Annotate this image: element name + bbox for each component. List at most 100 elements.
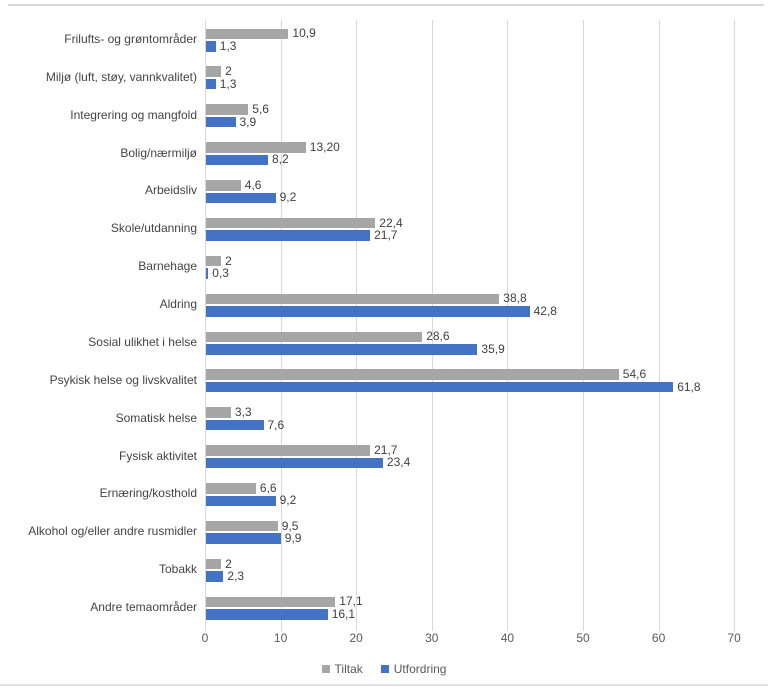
utfordring-value-label: 35,9 bbox=[481, 341, 505, 356]
utfordring-value-label: 9,2 bbox=[279, 190, 297, 205]
axis-tick bbox=[280, 626, 282, 631]
gridline bbox=[658, 20, 660, 626]
utfordring-value-label: 1,3 bbox=[219, 76, 237, 91]
utfordring-bar bbox=[206, 609, 328, 620]
tiltak-value-label: 10,9 bbox=[292, 26, 316, 41]
legend-label-utfordring: Utfordring bbox=[393, 662, 447, 676]
category-label: Arbeidsliv bbox=[144, 183, 197, 198]
tiltak-value-label: 21,7 bbox=[374, 442, 398, 457]
tiltak-bar bbox=[206, 596, 336, 608]
tiltak-value-label: 13,20 bbox=[309, 139, 340, 154]
axis-tick bbox=[583, 626, 584, 631]
legend-label-tiltak: Tiltak bbox=[334, 662, 363, 676]
utfordring-value-label: 9,9 bbox=[284, 531, 302, 546]
tiltak-bar bbox=[206, 66, 222, 77]
tiltak-bar bbox=[206, 217, 376, 229]
category-label: Aldring bbox=[159, 297, 197, 312]
tiltak-bar bbox=[206, 104, 249, 115]
category-label: Bolig/nærmiljø bbox=[120, 145, 197, 160]
tiltak-value-label: 28,6 bbox=[426, 329, 450, 344]
tiltak-bar bbox=[206, 558, 222, 570]
legend-item-tiltak: Tiltak bbox=[321, 662, 363, 676]
gridline bbox=[205, 20, 206, 626]
legend: Tiltak Utfordring bbox=[0, 662, 768, 676]
category-label: Psykisk helse og livskvalitet bbox=[49, 372, 197, 387]
axis-tick bbox=[507, 626, 509, 631]
tiltak-bar bbox=[206, 293, 500, 305]
category-label: Barnehage bbox=[138, 259, 197, 274]
tiltak-bar bbox=[206, 407, 231, 418]
axis-tick bbox=[658, 626, 660, 631]
axis-tick-label: 70 bbox=[727, 631, 741, 645]
axis-tick-label: 30 bbox=[425, 631, 439, 645]
tiltak-bar bbox=[206, 445, 371, 456]
utfordring-bar bbox=[206, 230, 371, 241]
utfordring-value-label: 0,3 bbox=[212, 266, 229, 280]
category-label: Tobakk bbox=[158, 562, 197, 577]
category-label: Ernæring/kosthold bbox=[99, 486, 197, 501]
utfordring-bar bbox=[206, 344, 478, 355]
tiltak-value-label: 17,1 bbox=[339, 594, 363, 609]
utfordring-bar bbox=[206, 116, 236, 128]
utfordring-value-label: 42,8 bbox=[533, 303, 557, 318]
tiltak-value-label: 54,6 bbox=[622, 367, 647, 382]
category-label: Andre temaområder bbox=[90, 600, 197, 615]
utfordring-bar bbox=[206, 268, 209, 279]
axis-tick bbox=[205, 626, 206, 631]
gridline bbox=[734, 20, 736, 626]
legend-swatch-utfordring bbox=[380, 665, 389, 673]
tiltak-bar bbox=[206, 483, 256, 494]
tiltak-value-label: 4,6 bbox=[244, 177, 262, 192]
utfordring-bar bbox=[206, 571, 224, 582]
utfordring-value-label: 9,2 bbox=[279, 493, 297, 508]
utfordring-bar bbox=[206, 154, 268, 166]
utfordring-value-label: 8,2 bbox=[272, 152, 289, 167]
utfordring-bar bbox=[206, 192, 276, 203]
legend-swatch-tiltak bbox=[321, 665, 330, 673]
utfordring-value-label: 21,7 bbox=[374, 228, 398, 243]
top-border bbox=[8, 4, 764, 6]
tiltak-value-label: 3,3 bbox=[234, 405, 252, 419]
category-label: Frilufts- og grøntområder bbox=[64, 31, 197, 46]
utfordring-bar bbox=[206, 78, 216, 90]
gridline bbox=[431, 20, 433, 626]
axis-tick-label: 10 bbox=[273, 631, 288, 645]
utfordring-value-label: 3,9 bbox=[239, 114, 257, 129]
axis-tick bbox=[734, 626, 736, 631]
axis-tick-label: 40 bbox=[500, 631, 515, 645]
utfordring-bar bbox=[206, 457, 383, 469]
utfordring-bar bbox=[206, 495, 276, 506]
category-label: Somatisk helse bbox=[115, 410, 197, 425]
utfordring-bar bbox=[206, 41, 216, 52]
axis-tick bbox=[431, 626, 433, 631]
gridline bbox=[280, 20, 282, 626]
axis-tick-label: 60 bbox=[651, 631, 666, 645]
tiltak-value-label: 22,4 bbox=[379, 215, 403, 230]
axis-tick-label: 20 bbox=[349, 631, 363, 645]
bottom-border bbox=[0, 684, 768, 686]
category-label: Fysisk aktivitet bbox=[118, 448, 197, 463]
utfordring-value-label: 1,3 bbox=[219, 38, 237, 53]
gridline bbox=[583, 20, 584, 626]
gridline bbox=[507, 20, 509, 626]
tiltak-value-label: 9,5 bbox=[281, 518, 299, 533]
tiltak-bar bbox=[206, 142, 306, 153]
utfordring-value-label: 23,4 bbox=[386, 455, 411, 470]
utfordring-bar bbox=[206, 381, 674, 393]
tiltak-bar bbox=[206, 331, 423, 342]
tiltak-bar bbox=[206, 180, 241, 191]
category-label: Skole/utdanning bbox=[110, 221, 197, 236]
tiltak-value-label: 38,8 bbox=[503, 291, 527, 306]
axis-tick bbox=[356, 626, 358, 631]
utfordring-value-label: 61,8 bbox=[677, 379, 701, 394]
category-label: Alkohol og/eller andre rusmidler bbox=[28, 524, 197, 539]
utfordring-value-label: 7,6 bbox=[267, 417, 285, 432]
gridline bbox=[356, 20, 358, 626]
tiltak-value-label: 2 bbox=[225, 253, 232, 268]
utfordring-bar bbox=[206, 533, 281, 544]
tiltak-value-label: 2 bbox=[225, 64, 232, 79]
utfordring-bar bbox=[206, 306, 530, 317]
tiltak-value-label: 2 bbox=[225, 556, 232, 571]
tiltak-bar bbox=[206, 520, 278, 532]
